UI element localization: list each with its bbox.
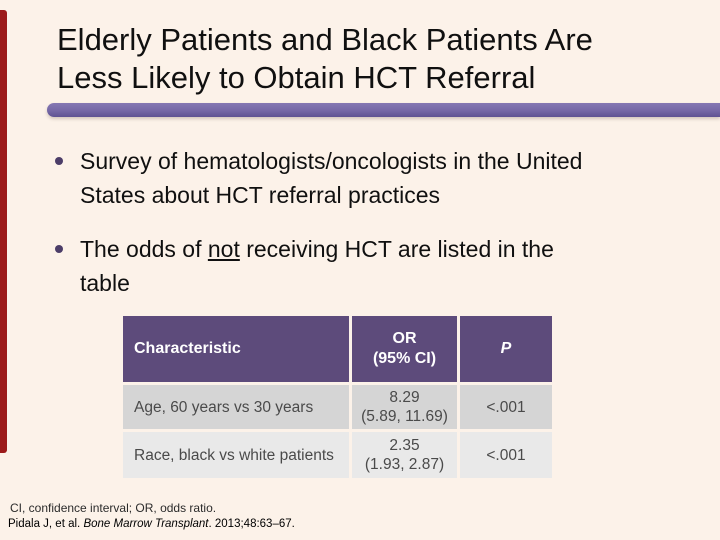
footnote-abbreviations: CI, confidence interval; OR, odds ratio. [10, 501, 217, 515]
table-row-race: Race, black vs white patients 2.35 (1.93,… [123, 432, 552, 478]
header-cell-p: P [460, 316, 552, 382]
cell-age-characteristic: Age, 60 years vs 30 years [123, 385, 349, 429]
bullet-survey-line2: States about HCT referral practices [80, 182, 441, 208]
table-header-row: Characteristic OR (95% CI) P [123, 316, 552, 382]
bullet-text-survey: Survey of hematologists/oncologists in t… [80, 144, 582, 212]
cell-age-p: <.001 [460, 385, 552, 429]
footnote-citation: Pidala J, et al. Bone Marrow Transplant.… [8, 518, 295, 530]
bullet-list: Survey of hematologists/oncologists in t… [55, 144, 695, 300]
cell-race-or: 2.35 (1.93, 2.87) [352, 432, 457, 478]
bullet-odds-underlined-word: not [207, 236, 240, 262]
cell-race-p: <.001 [460, 432, 552, 478]
bullet-item-odds: The odds of not receiving HCT are listed… [55, 232, 695, 300]
citation-authors: Pidala J, et al. [8, 518, 84, 530]
bullet-survey-line1: Survey of hematologists/oncologists in t… [80, 148, 583, 174]
slide-title-line2: Less Likely to Obtain HCT Referral [57, 60, 536, 95]
cell-age-or-value: 8.29 [389, 389, 420, 406]
bullet-marker [55, 157, 63, 165]
header-or-line1: OR [392, 330, 417, 347]
cell-race-characteristic: Race, black vs white patients [123, 432, 349, 478]
bullet-item-survey: Survey of hematologists/oncologists in t… [55, 144, 695, 212]
citation-details: . 2013;48:63–67. [208, 518, 295, 530]
bullet-marker [55, 245, 63, 253]
slide-title: Elderly Patients and Black Patients Are L… [57, 21, 702, 97]
red-accent-bar [0, 10, 7, 453]
bullet-text-odds: The odds of not receiving HCT are listed… [80, 232, 554, 300]
bullet-odds-post: receiving HCT are listed in the [239, 236, 554, 262]
title-divider [47, 103, 720, 117]
header-or-line2: (95% CI) [372, 350, 437, 367]
bullet-odds-pre: The odds of [80, 236, 208, 262]
header-cell-characteristic: Characteristic [123, 316, 349, 382]
header-cell-or: OR (95% CI) [352, 316, 457, 382]
citation-journal: Bone Marrow Transplant [83, 518, 209, 530]
cell-race-or-value: 2.35 [389, 437, 420, 454]
referral-odds-table: Characteristic OR (95% CI) P Age, 60 year… [120, 313, 555, 481]
cell-race-ci-value: (1.93, 2.87) [364, 456, 445, 473]
slide-title-line1: Elderly Patients and Black Patients Are [57, 22, 593, 57]
table-row-age: Age, 60 years vs 30 years 8.29 (5.89, 11.… [123, 385, 552, 429]
cell-age-or: 8.29 (5.89, 11.69) [352, 385, 457, 429]
cell-age-ci-value: (5.89, 11.69) [361, 408, 448, 425]
bullet-odds-line2: table [80, 270, 130, 296]
